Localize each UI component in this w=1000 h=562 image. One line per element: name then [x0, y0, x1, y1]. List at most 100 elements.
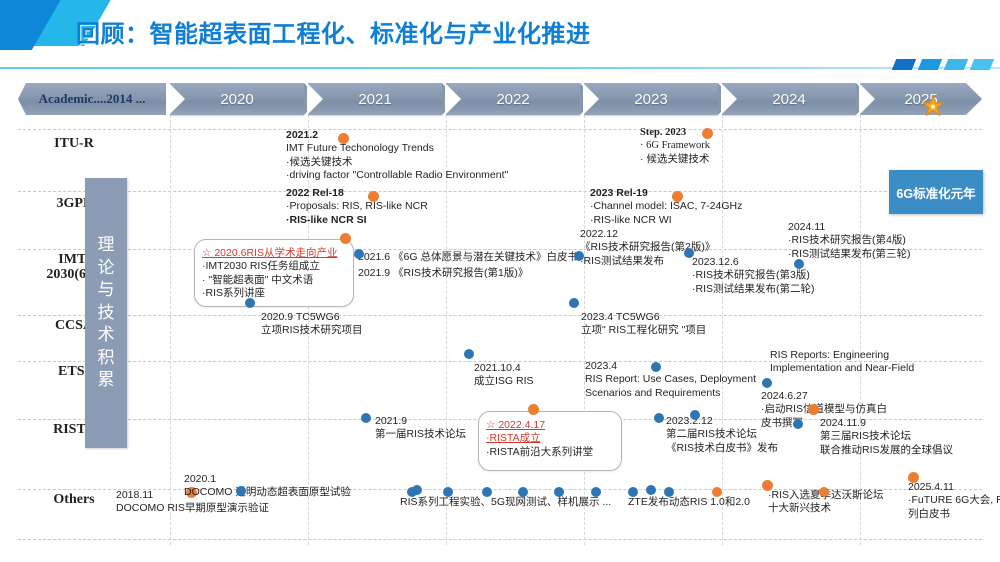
milestone-line-1: 第三届RIS技术论坛	[820, 430, 912, 443]
milestone-line-0: 2021.9 《RIS技术研究报告(第1版)》	[358, 267, 529, 279]
milestone-itu-2021-2: 2021.2 IMT Future Techonology Trends ·候选关键…	[286, 129, 508, 183]
milestone-dot-rista-2024-6-27	[793, 419, 803, 429]
row-label-others: Others	[28, 492, 120, 508]
milestone-line-1: ·Proposals: RIS, RIS-like NCR	[286, 200, 428, 213]
axis-segment-2024: 2024	[722, 83, 871, 115]
milestone-line-1: IMT Future Techonology Trends	[286, 142, 434, 155]
milestone-line-0: 2018.11	[116, 489, 154, 501]
timeline-dot-0	[407, 487, 417, 497]
row-label-3gpp: 3GPP	[28, 196, 120, 212]
vertical-bar-char-6: 累	[97, 370, 115, 390]
vertical-bar-char-2: 与	[97, 280, 115, 300]
milestone-line-2: 列白皮书	[908, 507, 950, 520]
row-label-line: ETSI	[58, 364, 90, 379]
milestone-rista-2023-2-12: 2023.2.12 第二届RIS技术论坛 《RIS技术白皮书》发布	[666, 415, 778, 455]
milestone-line-1: 成立ISG RIS	[474, 375, 534, 388]
callout-rista-2022-4-17-callout	[478, 411, 622, 471]
milestone-line-1: ·启动RIS信道模型与仿真白	[761, 403, 887, 416]
milestone-line-1: ·RISTA成立	[486, 432, 541, 445]
milestone-line-0: 2020.1	[184, 473, 217, 485]
row-label-line: RISTA	[53, 422, 95, 437]
milestone-line-0: 2021.6 《6G 总体愿景与潜在关键技术》白皮书	[358, 251, 578, 263]
grid-hline-1	[18, 191, 982, 192]
milestone-line-1: 第二届RIS技术论坛	[666, 428, 758, 441]
row-label-rista: RISTA	[28, 422, 120, 438]
milestone-dot-imt-2020-6-callout	[340, 233, 351, 244]
milestone-line-0: 2022.12	[580, 228, 618, 240]
milestone-line-1: 立项" RIS工程化研究 "项目	[581, 324, 707, 337]
milestone-line-0: Step. 2023	[640, 127, 687, 138]
grid-vline-5	[722, 115, 723, 545]
milestone-line-2: ·RIS-like NCR SI	[286, 213, 367, 226]
vertical-bar-char-4: 术	[97, 325, 115, 345]
milestone-line-1: ·RIS技术研究报告(第3版)	[692, 269, 810, 282]
grid-vline-6	[860, 115, 861, 545]
milestone-dot-others-zte	[646, 485, 656, 495]
milestone-ccsa-2023-4: 2023.4 TC5WG6 立项" RIS工程化研究 "项目	[581, 311, 706, 338]
axis-segment-label: 2022	[496, 90, 530, 108]
milestone-line-2: ·候选关键技术	[286, 155, 353, 168]
timeline-dot-2	[482, 487, 492, 497]
milestone-dot-ccsa-2023-4	[569, 298, 579, 308]
milestone-3gpp-rel19: 2023 Rel-19 ·Channel model: ISAC, 7-24GHz…	[590, 187, 742, 227]
row-label-line: IMT-	[58, 252, 90, 267]
grid-hline-3	[18, 315, 982, 316]
milestone-dot-others-2025-4-11	[908, 472, 919, 483]
grid-vline-1	[170, 115, 171, 545]
deco-bar-1	[891, 59, 917, 70]
timeline-dot-10	[690, 410, 700, 420]
milestone-line-2: · 候选关键技术	[640, 152, 710, 165]
milestone-imt-2024-11: 2024.11 ·RIS技术研究报告(第4版) ·RIS测试结果发布(第三轮)	[788, 221, 911, 261]
milestone-rista-2024-11-9: 2024.11.9 第三届RIS技术论坛 联合推动RIS发展的全球倡议	[820, 417, 953, 457]
milestone-line-3: ·driving factor "Controllable Radio Envi…	[286, 169, 509, 182]
milestone-etsi-2021-10-4: 2021.10.4 成立ISG RIS	[474, 362, 534, 389]
milestone-dot-others-davos	[762, 480, 773, 491]
milestone-line-0: 2023.4 TC5WG6	[581, 311, 660, 323]
milestone-dot-rista-2021-9	[361, 413, 371, 423]
deco-bar-3	[943, 59, 969, 70]
milestone-line-1: 第一届RIS技术论坛	[375, 428, 467, 441]
timeline-grid: ITU-R 3GPP IMT- 2030(6G) CCSA ETSI RISTA Others…	[18, 115, 1000, 545]
milestone-line-1: 十大新兴技术	[768, 502, 831, 515]
milestone-dot-others-2020-1	[236, 486, 246, 496]
deco-bar-4	[969, 59, 995, 70]
milestone-rista-2021-9: 2021.9 第一届RIS技术论坛	[375, 415, 466, 442]
milestone-line-0: 2023 Rel-19	[590, 187, 648, 199]
timeline-dot-8	[712, 487, 722, 497]
grid-hline-7	[18, 539, 982, 540]
milestone-line-0: RIS系列工程实验、5G现网测试、样机展示 ...	[400, 496, 612, 508]
milestone-line-0: 2020.9 TC5WG6	[261, 311, 340, 323]
milestone-line-1: DOCOMO 透明动态超表面原型试验	[184, 486, 351, 499]
milestone-line-2: ·RIS测试结果发布(第三轮)	[788, 247, 911, 260]
milestone-dot-rista-2022-4-17-callout	[528, 404, 539, 415]
milestone-imt-2021-6: 2021.6 《6G 总体愿景与潜在关键技术》白皮书	[358, 251, 578, 264]
milestone-imt-2022-12: 2022.12 《RIS技术研究报告(第2版)》 ·RIS测试结果发布	[580, 228, 715, 268]
milestone-imt-2020-6-callout: ☆ 2020.6RIS从学术走向产业 ·IMT2030 RIS任务组成立 · "智能…	[202, 247, 337, 301]
milestone-line-2: 《RIS技术白皮书》发布	[666, 441, 779, 454]
grid-hline-0	[18, 129, 982, 130]
star-icon	[921, 95, 945, 117]
milestone-dot-etsi-ris-reports	[762, 378, 772, 388]
theory-accumulation-bar: 理论与技术积累	[85, 178, 127, 448]
milestone-line-0: RIS Reports: Engineering	[770, 349, 890, 361]
milestone-line-0: 2023.4	[585, 360, 618, 372]
vertical-bar-char-3: 技	[97, 302, 115, 322]
milestone-line-1: ·Channel model: ISAC, 7-24GHz	[590, 200, 743, 213]
grid-hline-2	[18, 249, 982, 250]
milestone-others-2025-4-11: 2025.4.11·FuTURE 6G大会, RIS系 列白皮书	[908, 481, 1000, 521]
milestone-line-2: ·RISTA前沿大系列讲堂	[486, 445, 594, 458]
timeline-dot-3	[518, 487, 528, 497]
milestone-others-ris-series: RIS系列工程实验、5G现网测试、样机展示 ...	[400, 496, 611, 509]
milestone-imt-2023-12-6: 2023.12.6 ·RIS技术研究报告(第3版) ·RIS测试结果发布(第二轮)	[692, 256, 815, 296]
timeline-axis: Academic....2014 ... 2020 2021 2022 2023 2024…	[18, 83, 982, 115]
timeline-dot-9	[819, 487, 829, 497]
milestone-etsi-2023-4: 2023.4 RIS Report: Use Cases, Deployment S…	[585, 360, 756, 400]
axis-segment-2021: 2021	[308, 83, 457, 115]
milestone-dot-others-2018-11	[186, 487, 197, 498]
milestone-dot-imt-2024-11	[794, 259, 804, 269]
axis-segment-2023: 2023	[584, 83, 733, 115]
status-badge: 6G标准化元年	[889, 170, 983, 214]
milestone-line-0: ☆ 2022.4.17	[486, 419, 546, 431]
milestone-dot-rista-2023-2-12	[654, 413, 664, 423]
page-title: 回顾：智能超表面工程化、标准化与产业化推进	[76, 21, 591, 48]
